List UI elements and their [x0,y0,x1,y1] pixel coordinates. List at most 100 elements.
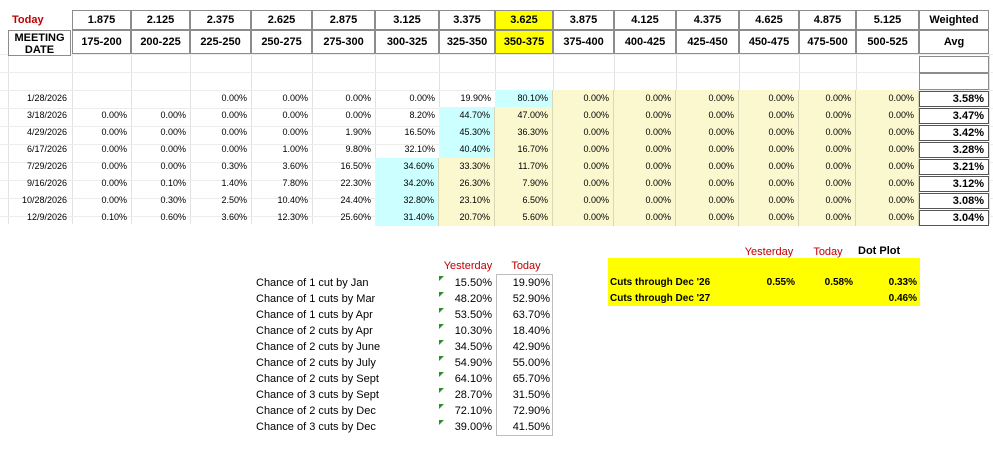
chance-yesterday-value[interactable]: 48.20% [454,293,492,305]
probability-cell[interactable]: 0.00% [676,141,739,158]
meeting-date-cell[interactable]: 7/29/2026 [26,161,67,171]
probability-cell[interactable]: 40.40% [439,141,495,158]
probability-cell[interactable]: 0.00% [799,209,856,226]
probability-cell[interactable]: 0.00% [739,158,799,175]
chance-yesterday-value[interactable]: 53.50% [454,309,492,321]
probability-cell[interactable]: 0.00% [856,90,919,107]
probability-cell[interactable]: 0.00% [676,175,739,192]
probability-cell[interactable]: 0.00% [856,124,919,141]
weighted-avg-cell[interactable]: 3.28% [919,142,989,158]
probability-cell[interactable]: 47.00% [495,107,553,124]
probability-cell[interactable]: 0.00% [799,141,856,158]
probability-cell[interactable]: 0.00% [799,192,856,209]
chance-today-value[interactable]: 72.90% [512,405,550,417]
probability-cell[interactable]: 1.90% [345,127,371,137]
probability-cell[interactable]: 0.00% [739,209,799,226]
probability-cell[interactable]: 34.60% [375,158,439,175]
probability-cell[interactable]: 0.00% [676,192,739,209]
probability-cell[interactable]: 0.00% [553,158,614,175]
probability-cell[interactable]: 33.30% [439,158,495,175]
probability-cell[interactable]: 0.10% [160,178,186,188]
probability-cell[interactable]: 0.00% [676,107,739,124]
probability-cell[interactable]: 3.60% [221,212,247,222]
probability-cell[interactable]: 0.00% [799,175,856,192]
probability-cell[interactable]: 0.00% [101,110,127,120]
probability-cell[interactable]: 0.00% [614,192,676,209]
probability-cell[interactable]: 32.80% [375,192,439,209]
chance-today-value[interactable]: 41.50% [512,421,550,433]
probability-cell[interactable]: 0.00% [799,158,856,175]
probability-cell[interactable]: 0.00% [739,175,799,192]
probability-cell[interactable]: 44.70% [439,107,495,124]
probability-cell[interactable]: 0.00% [614,141,676,158]
meeting-date-cell[interactable]: 10/28/2026 [21,195,67,205]
weighted-avg-cell[interactable]: 3.47% [919,108,989,124]
chance-yesterday-value[interactable]: 10.30% [454,325,492,337]
probability-cell[interactable]: 0.00% [856,158,919,175]
probability-cell[interactable]: 0.00% [409,93,435,103]
probability-cell[interactable]: 32.10% [404,144,435,154]
probability-cell[interactable]: 0.00% [856,209,919,226]
probability-cell[interactable]: 8.20% [409,110,435,120]
probability-cell[interactable]: 0.00% [856,141,919,158]
meeting-date-cell[interactable]: 1/28/2026 [26,93,67,103]
probability-cell[interactable]: 0.00% [553,192,614,209]
probability-cell[interactable]: 0.00% [739,124,799,141]
probability-cell[interactable]: 36.30% [495,124,553,141]
probability-cell[interactable]: 0.00% [676,124,739,141]
probability-cell[interactable] [72,90,131,107]
probability-cell[interactable]: 0.00% [221,144,247,154]
probability-cell[interactable]: 16.50% [404,127,435,137]
probability-cell[interactable]: 6.50% [495,192,553,209]
probability-cell[interactable]: 0.00% [160,110,186,120]
probability-cell[interactable]: 0.00% [345,110,371,120]
chance-yesterday-value[interactable]: 64.10% [454,373,492,385]
probability-cell[interactable]: 0.00% [614,124,676,141]
probability-cell[interactable]: 5.60% [495,209,553,226]
meeting-date-cell[interactable]: 9/16/2026 [26,178,67,188]
probability-cell[interactable]: 0.00% [553,90,614,107]
cuts-today-value[interactable]: 0.58% [824,277,853,288]
probability-cell[interactable]: 2.50% [221,195,247,205]
probability-cell[interactable]: 0.00% [282,110,308,120]
chance-today-value[interactable]: 55.00% [512,357,550,369]
weighted-avg-cell[interactable]: 3.08% [919,193,989,209]
probability-cell[interactable]: 12.30% [277,212,308,222]
probability-cell[interactable]: 0.00% [614,175,676,192]
probability-cell[interactable]: 20.70% [439,209,495,226]
probability-cell[interactable]: 0.00% [282,93,308,103]
probability-cell[interactable]: 0.00% [676,158,739,175]
probability-cell[interactable]: 0.00% [614,107,676,124]
probability-cell[interactable]: 0.00% [101,127,127,137]
probability-cell[interactable]: 0.00% [614,158,676,175]
probability-cell[interactable]: 0.00% [799,90,856,107]
weighted-avg-cell[interactable]: 3.21% [919,159,989,175]
probability-cell[interactable]: 0.30% [221,161,247,171]
weighted-avg-cell[interactable]: 3.42% [919,125,989,141]
probability-cell[interactable]: 0.00% [553,107,614,124]
chance-yesterday-value[interactable]: 39.00% [454,421,492,433]
probability-cell[interactable]: 0.00% [856,107,919,124]
probability-cell[interactable]: 0.00% [799,124,856,141]
probability-cell[interactable]: 0.00% [739,192,799,209]
probability-cell[interactable]: 22.30% [340,178,371,188]
probability-cell[interactable]: 0.00% [101,144,127,154]
probability-cell[interactable]: 0.00% [221,93,247,103]
probability-cell[interactable]: 0.00% [101,195,127,205]
probability-cell[interactable]: 0.10% [101,212,127,222]
probability-cell[interactable]: 0.60% [160,212,186,222]
probability-cell[interactable]: 0.00% [676,90,739,107]
probability-cell[interactable]: 23.10% [439,192,495,209]
probability-cell[interactable]: 25.60% [340,212,371,222]
chance-yesterday-value[interactable]: 54.90% [454,357,492,369]
weighted-avg-cell[interactable]: 3.58% [919,91,989,107]
probability-cell[interactable]: 10.40% [277,195,308,205]
probability-cell[interactable]: 0.00% [345,93,371,103]
chance-today-value[interactable]: 19.90% [512,277,550,289]
cuts-dotplot-value[interactable]: 0.33% [888,277,917,288]
weighted-avg-cell[interactable]: 3.12% [919,176,989,192]
probability-cell[interactable]: 0.00% [739,141,799,158]
probability-cell[interactable] [131,90,190,107]
probability-cell[interactable]: 0.00% [160,127,186,137]
probability-cell[interactable]: 0.00% [282,127,308,137]
